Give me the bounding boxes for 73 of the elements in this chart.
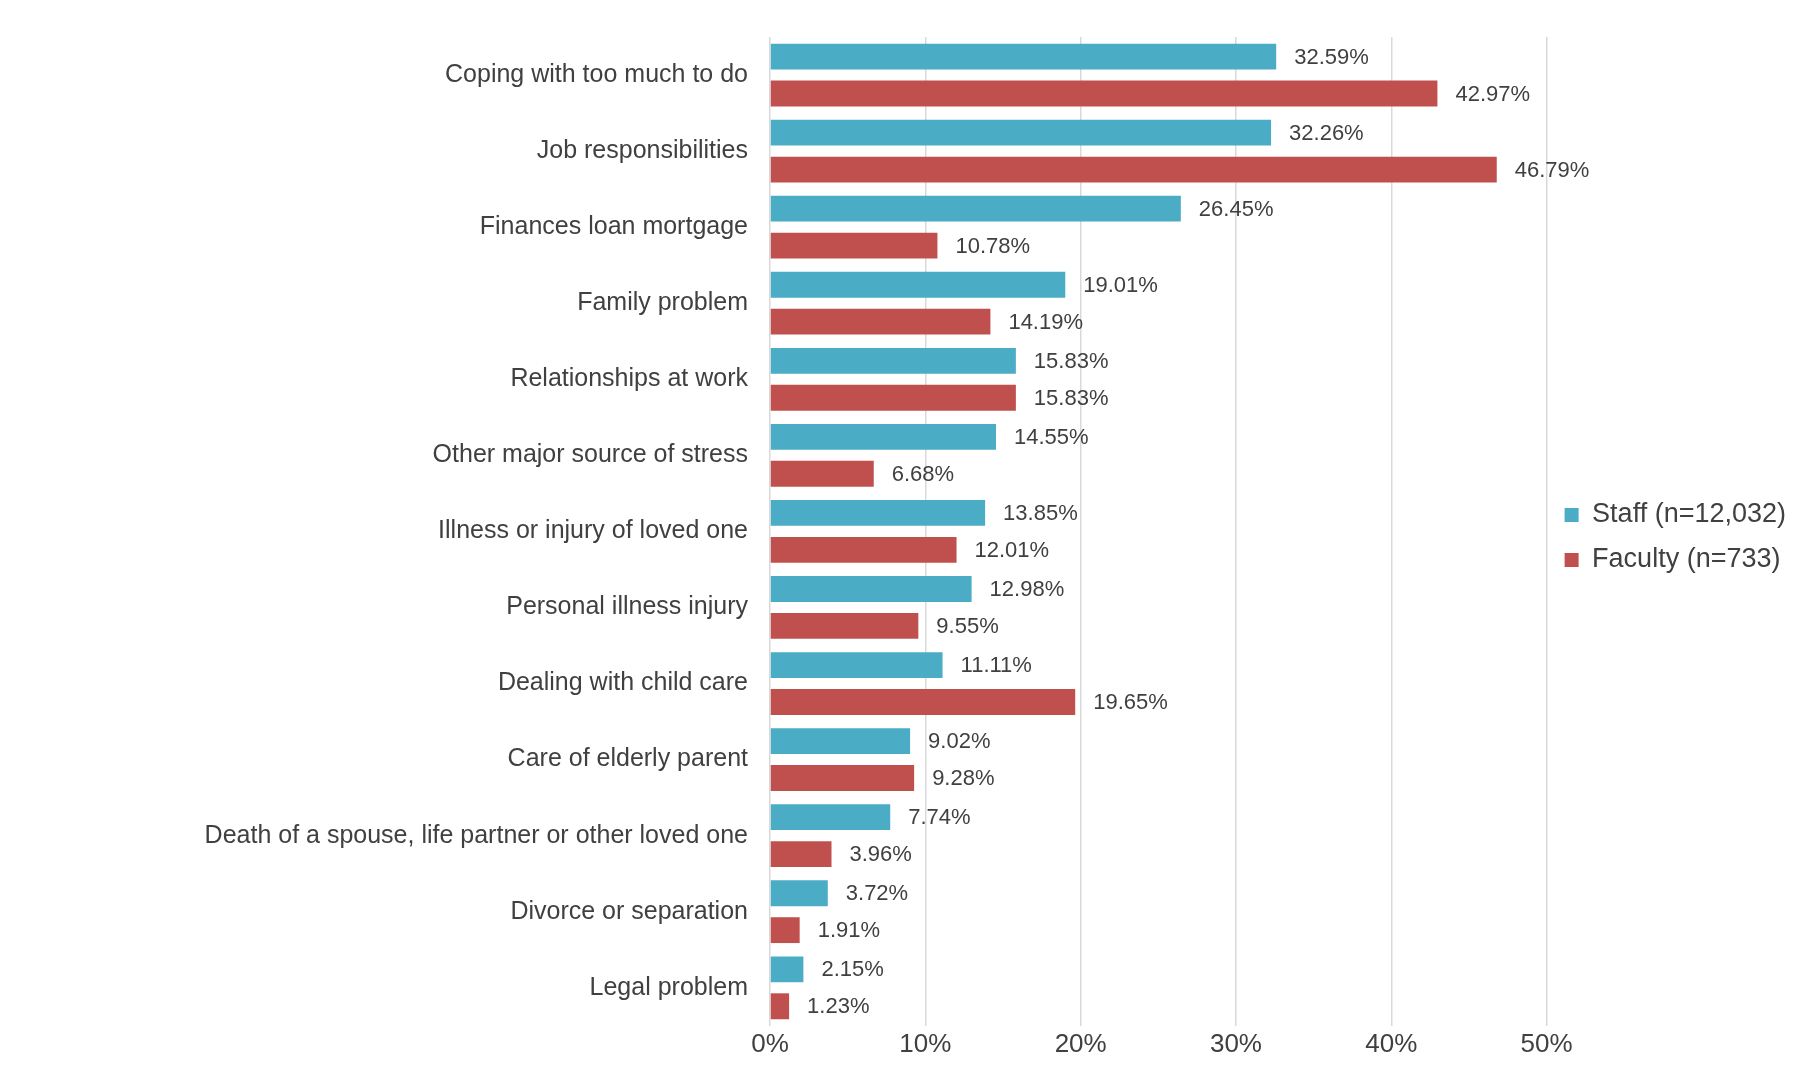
data-label: 10.78% (955, 232, 1031, 258)
x-tick-label: 10% (899, 1027, 952, 1058)
data-label: 2.15% (821, 956, 884, 982)
bar (770, 232, 938, 259)
data-label: 15.83% (1033, 347, 1109, 373)
bar (770, 500, 986, 526)
bar (770, 689, 1076, 715)
bar (770, 841, 832, 867)
data-label: 9.02% (928, 728, 991, 754)
bar (770, 917, 800, 944)
data-label: 19.01% (1083, 271, 1158, 297)
y-tick-label: Coping with too much to do (445, 58, 748, 87)
bar (770, 765, 915, 791)
data-label: 14.55% (1013, 423, 1089, 449)
x-tick-label: 20% (1054, 1027, 1107, 1058)
legend-label: Faculty (n=733) (1592, 543, 1781, 574)
data-label: 14.19% (1008, 308, 1084, 334)
y-tick-label: Legal problem (589, 971, 748, 1000)
data-label: 9.55% (936, 612, 999, 638)
bar (770, 347, 1016, 374)
bar (770, 576, 972, 602)
y-tick-label: Other major source of stress (432, 439, 748, 468)
y-tick-label: Finances loan mortgage (479, 211, 748, 240)
data-label: 19.65% (1093, 689, 1168, 715)
data-label: 32.59% (1294, 43, 1369, 69)
data-label: 13.85% (1003, 500, 1078, 526)
y-tick-label: Care of elderly parent (507, 743, 749, 772)
x-tick-label: 50% (1520, 1027, 1573, 1058)
bar (770, 43, 1277, 70)
bar (770, 956, 804, 983)
bar (770, 80, 1438, 107)
bar (770, 880, 828, 907)
data-label: 12.98% (989, 576, 1065, 602)
data-label: 12.01% (974, 536, 1050, 562)
bar (770, 536, 957, 563)
data-label: 3.72% (845, 880, 909, 906)
y-tick-label: Personal illness injury (506, 591, 749, 620)
y-tick-label: Divorce or separation (510, 895, 748, 924)
bar (770, 993, 790, 1020)
y-tick-label: Job responsibilities (536, 134, 748, 163)
x-tick-label: 0% (751, 1027, 789, 1058)
data-label: 6.68% (891, 460, 955, 486)
bar (770, 119, 1272, 146)
data-label: 1.91% (817, 917, 881, 943)
data-label: 32.26% (1289, 119, 1364, 145)
bar (770, 728, 911, 755)
data-label: 1.23% (807, 993, 870, 1019)
bar (770, 271, 1066, 298)
bar (770, 613, 919, 639)
bar (770, 652, 943, 678)
bar (770, 423, 996, 450)
bar (770, 308, 991, 335)
data-label: 9.28% (932, 765, 995, 791)
data-label: 46.79% (1514, 156, 1590, 182)
data-label: 11.11% (960, 652, 1032, 678)
data-label: 15.83% (1033, 384, 1109, 410)
bar (770, 804, 891, 831)
y-tick-label: Relationships at work (510, 363, 749, 392)
bar (770, 384, 1016, 411)
data-label: 3.96% (849, 841, 912, 867)
y-tick-label: Illness or injury of loved one (438, 515, 748, 544)
data-label: 42.97% (1455, 80, 1531, 106)
y-tick-label: Family problem (577, 287, 748, 316)
y-tick-label: Death of a spouse, life partner or other loved one (204, 819, 748, 848)
x-tick-label: 40% (1365, 1027, 1418, 1058)
bar (770, 156, 1497, 183)
x-tick-label: 30% (1209, 1027, 1262, 1058)
legend-label: Staff (n=12,032) (1592, 498, 1787, 529)
data-label: 7.74% (908, 804, 971, 830)
data-label: 26.45% (1198, 195, 1274, 221)
bar (770, 195, 1181, 222)
bar (770, 460, 874, 487)
y-tick-label: Dealing with child care (497, 667, 748, 696)
